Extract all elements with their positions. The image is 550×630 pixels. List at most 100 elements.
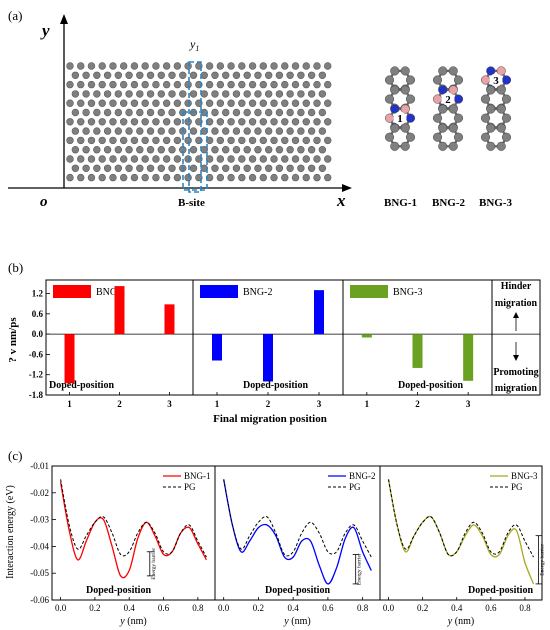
carbon-atom [98, 99, 106, 107]
carbon-atom [264, 90, 273, 98]
carbon-atom [270, 62, 278, 70]
carbon-atom [114, 108, 123, 117]
carbon-atom [93, 164, 101, 173]
c-xlabel-var: y [119, 616, 125, 627]
carbon-atom [103, 146, 112, 154]
carbon-atom [324, 173, 332, 182]
carbon-atom [248, 136, 257, 145]
b-ytick-label: -0.6 [29, 349, 44, 359]
carbon-atom [227, 62, 235, 70]
carbon-atom [286, 164, 294, 173]
carbon-atom [259, 80, 267, 89]
bng-atom [480, 94, 491, 104]
carbon-atom [179, 71, 187, 80]
c-xtick-label: 0.8 [519, 603, 531, 613]
carbon-atom [232, 71, 241, 80]
hinder-label-1: Hinder [501, 281, 532, 292]
bng-atom [438, 85, 448, 95]
carbon-atom [216, 155, 225, 163]
carbon-atom [313, 118, 321, 126]
c-xtick-label: 0.0 [383, 603, 395, 613]
carbon-atom [222, 108, 230, 117]
carbon-atom [318, 90, 327, 98]
carbon-atom [114, 127, 123, 135]
bng-atom [438, 141, 448, 151]
carbon-atom [302, 173, 310, 182]
c-xlabel-unit: (nm) [289, 616, 311, 627]
carbon-atom [216, 118, 225, 126]
carbon-atom [119, 118, 128, 126]
bng-atom [448, 66, 458, 76]
carbon-atom [264, 127, 273, 135]
c-xlabel: y (nm) [119, 616, 146, 627]
carbon-atom [82, 164, 90, 173]
legend-swatch [53, 285, 91, 298]
carbon-atom [157, 90, 165, 98]
c-ytick-label: -0.05 [30, 568, 49, 578]
carbon-atom [136, 108, 144, 117]
carbon-atom [297, 127, 305, 135]
carbon-atom [275, 127, 284, 135]
carbon-atom [103, 71, 112, 80]
carbon-atom [324, 62, 332, 70]
carbon-atom [162, 99, 171, 107]
carbon-atom [318, 108, 327, 117]
carbon-atom [222, 127, 230, 135]
c-xtick-label: 0.2 [417, 603, 428, 613]
carbon-atom [130, 99, 139, 107]
carbon-atom [119, 173, 128, 182]
line-pg [388, 479, 534, 558]
carbon-atom [286, 146, 294, 154]
bng-atom [405, 132, 416, 142]
carbon-atom [222, 146, 230, 154]
y-axis-label: y [40, 21, 50, 40]
c-xtick-label: 0.8 [192, 603, 204, 613]
b-xtick-label: 3 [466, 399, 471, 409]
carbon-atom [291, 136, 300, 145]
carbon-atom [227, 155, 235, 163]
bar-bng-1-pos3 [164, 304, 175, 335]
carbon-atom [77, 173, 85, 182]
c-xtick-label: 0.6 [322, 603, 334, 613]
carbon-atom [216, 136, 225, 145]
c-ytick-label: -0.01 [30, 461, 49, 471]
carbon-atom [71, 90, 80, 98]
carbon-atom [157, 108, 165, 117]
c-xlabel: y (nm) [447, 616, 474, 627]
bng-atom [390, 104, 400, 114]
carbon-atom [248, 155, 257, 163]
c-xlabel-var: y [447, 616, 453, 627]
bng-3-label: BNG-3 [479, 197, 513, 209]
site-marker [441, 92, 455, 106]
carbon-atom [243, 127, 251, 135]
panel-b-xlabel: Final migration position [213, 413, 327, 425]
bng-2-label: BNG-2 [432, 197, 466, 209]
carbon-atom [98, 155, 106, 163]
carbon-atom [162, 173, 171, 182]
c-xtick-label: 0.8 [357, 603, 369, 613]
c-xtick-label: 0.4 [124, 603, 136, 613]
doped-label-b2: Doped-position [243, 380, 308, 391]
bng-atom [384, 75, 395, 85]
carbon-atom [109, 155, 117, 163]
carbon-atom [189, 71, 198, 80]
carbon-atom [82, 71, 90, 80]
carbon-atom [286, 71, 294, 80]
doped-label-c: Doped-position [468, 585, 533, 596]
bng-atom [496, 123, 506, 133]
carbon-atom [238, 173, 246, 182]
carbon-atom [275, 164, 284, 173]
panel-c-xlabels: y (nm) y (nm) y (nm) [119, 616, 474, 627]
carbon-atom [318, 164, 327, 173]
bng-atom [400, 104, 410, 114]
carbon-atom [291, 62, 300, 70]
carbon-atom [136, 90, 144, 98]
carbon-atom [82, 90, 90, 98]
bng-atom [438, 66, 448, 76]
b-ytick-label: 0.6 [32, 309, 44, 319]
barrier-label: Energy barrier [151, 548, 157, 580]
bng-atom [496, 66, 506, 76]
bng-atom [448, 123, 458, 133]
bng-molecules: 1 2 3 [384, 66, 512, 151]
carbon-atom [189, 127, 198, 135]
